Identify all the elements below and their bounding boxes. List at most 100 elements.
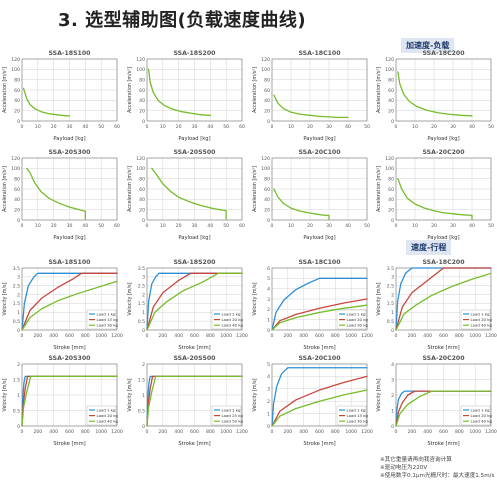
- y-tick-label: 60: [14, 187, 20, 193]
- legend-label: Load 20 kg: [471, 413, 493, 418]
- legend-label: Load 20 kg: [97, 413, 119, 418]
- chart-title: SSA-18S100: [49, 50, 92, 57]
- y-tick-label: 2: [17, 362, 20, 368]
- x-axis-label: Stroke [mm]: [53, 441, 85, 447]
- legend-box: [336, 309, 367, 330]
- y-tick-label: 0: [267, 218, 270, 224]
- legend-label: Load 50 kg: [222, 419, 244, 424]
- x-tick-label: 60: [114, 124, 120, 130]
- x-tick-label: 1000: [345, 429, 357, 435]
- plot-frame: [21, 58, 118, 122]
- plot-frame: [271, 58, 368, 122]
- y-tick-label: 100: [261, 166, 270, 172]
- x-tick-label: 0: [146, 223, 149, 229]
- x-tick-label: 1200: [236, 429, 248, 435]
- x-tick-label: 40: [82, 223, 88, 229]
- chart-acc-18c200: SSA-18C200 0 20 40 60 80 100 120 0 10 20 30 40 50 Payl…: [376, 50, 494, 142]
- y-tick-label: 120: [11, 57, 20, 63]
- y-tick-label: 5: [267, 276, 270, 282]
- page-title: 3. 选型辅助图(负载速度曲线): [58, 10, 307, 31]
- x-tick-label: 10: [35, 223, 41, 229]
- y-tick-label: 20: [388, 207, 394, 213]
- chart-spd-20s500: SSA-20S500 0 0.5 1 1.5 2 0 200 400 600 800 1000 1200…: [127, 355, 248, 447]
- x-tick-label: 40: [207, 124, 213, 130]
- x-tick-label: 1200: [485, 333, 497, 339]
- series-line-green: [273, 188, 330, 220]
- x-tick-label: 30: [450, 223, 456, 229]
- legend-label: Load 1 kg: [97, 407, 117, 412]
- series-line-green: [146, 375, 243, 427]
- series-line-red: [21, 272, 118, 331]
- y-tick-label: 1: [267, 411, 270, 417]
- x-tick-label: 600: [315, 333, 324, 339]
- y-tick-label: 20: [14, 108, 20, 114]
- x-tick-label: 0: [271, 223, 274, 229]
- x-tick-label: 600: [315, 429, 324, 435]
- y-tick-label: 3.5: [387, 266, 394, 272]
- y-tick-label: 2: [267, 307, 270, 313]
- chart-acc-20s300: SSA-20S300 0 20 40 60 80 100 120 0 10 20 30 40 50 60 Pa…: [2, 149, 120, 241]
- x-tick-label: 400: [423, 333, 432, 339]
- y-tick-label: 20: [264, 108, 270, 114]
- y-tick-label: 100: [385, 166, 394, 172]
- y-axis-label: Velocity [m/s]: [2, 378, 8, 411]
- x-tick-label: 10: [160, 124, 166, 130]
- y-tick-label: 80: [14, 77, 20, 83]
- chart-title: SSA-18C100: [298, 50, 341, 57]
- y-tick-label: 0: [17, 424, 20, 430]
- x-tick-label: 10: [160, 223, 166, 229]
- legend-label: Load 1 kg: [97, 311, 117, 316]
- x-tick-label: 800: [455, 333, 464, 339]
- x-tick-label: 200: [158, 333, 167, 339]
- x-tick-label: 400: [174, 429, 183, 435]
- y-tick-label: 4: [267, 374, 270, 380]
- y-tick-label: 1: [267, 317, 270, 323]
- y-tick-label: 0: [142, 119, 145, 125]
- x-tick-label: 30: [326, 124, 332, 130]
- y-tick-label: 3.5: [138, 266, 145, 272]
- y-axis-label: Acceleration [m/s²]: [252, 67, 258, 113]
- x-tick-label: 0: [271, 333, 274, 339]
- x-axis-label: Stroke [mm]: [53, 345, 85, 351]
- y-tick-label: 0.5: [13, 408, 20, 414]
- x-tick-label: 20: [51, 223, 57, 229]
- y-tick-label: 2: [142, 292, 145, 298]
- y-tick-label: 80: [388, 176, 394, 182]
- y-tick-label: 100: [11, 67, 20, 73]
- x-axis-label: Payload [kg]: [178, 235, 210, 241]
- y-tick-label: 100: [136, 67, 145, 73]
- chart-spd-20c100: SSA-20C100 0 1 2 3 4 5 0 200 400 600 800 1000 1200 Str…: [252, 355, 373, 447]
- y-tick-label: 0: [391, 424, 394, 430]
- y-axis-label: Acceleration [m/s²]: [252, 166, 258, 212]
- y-axis-label: Acceleration [m/s²]: [376, 67, 382, 113]
- y-tick-label: 80: [388, 77, 394, 83]
- y-tick-label: 3.5: [13, 266, 20, 272]
- x-axis-label: Payload [kg]: [427, 235, 459, 241]
- y-tick-label: 40: [139, 197, 145, 203]
- legend-box: [86, 405, 117, 426]
- x-tick-label: 200: [158, 429, 167, 435]
- y-tick-label: 100: [136, 166, 145, 172]
- y-tick-label: 0: [267, 119, 270, 125]
- x-tick-label: 50: [98, 124, 104, 130]
- x-tick-label: 1000: [220, 429, 232, 435]
- y-tick-label: 2.5: [387, 284, 394, 290]
- y-tick-label: 40: [388, 98, 394, 104]
- y-tick-label: 2: [142, 362, 145, 368]
- x-tick-label: 20: [307, 124, 313, 130]
- footnote: ※使用数字0.1μm光栅尺时：最大速度1.5m/s: [380, 473, 495, 479]
- y-tick-label: 4: [391, 362, 394, 368]
- y-tick-label: 60: [264, 187, 270, 193]
- legend-label: Load 25 kg: [222, 413, 244, 418]
- y-tick-label: 40: [14, 197, 20, 203]
- y-tick-label: 2: [391, 292, 394, 298]
- chart-acc-20c100: SSA-20C100 0 20 40 60 80 100 120 0 10 20 30 40 50 Payl…: [252, 149, 370, 241]
- y-tick-label: 20: [264, 207, 270, 213]
- x-tick-label: 400: [49, 429, 58, 435]
- x-tick-label: 200: [283, 429, 292, 435]
- y-axis-label: Velocity [m/s]: [376, 378, 382, 411]
- legend-label: Load 30 kg: [347, 323, 369, 328]
- series-line-green: [21, 280, 118, 331]
- chart-title: SSA-20S300: [49, 149, 92, 156]
- x-tick-label: 1200: [361, 333, 373, 339]
